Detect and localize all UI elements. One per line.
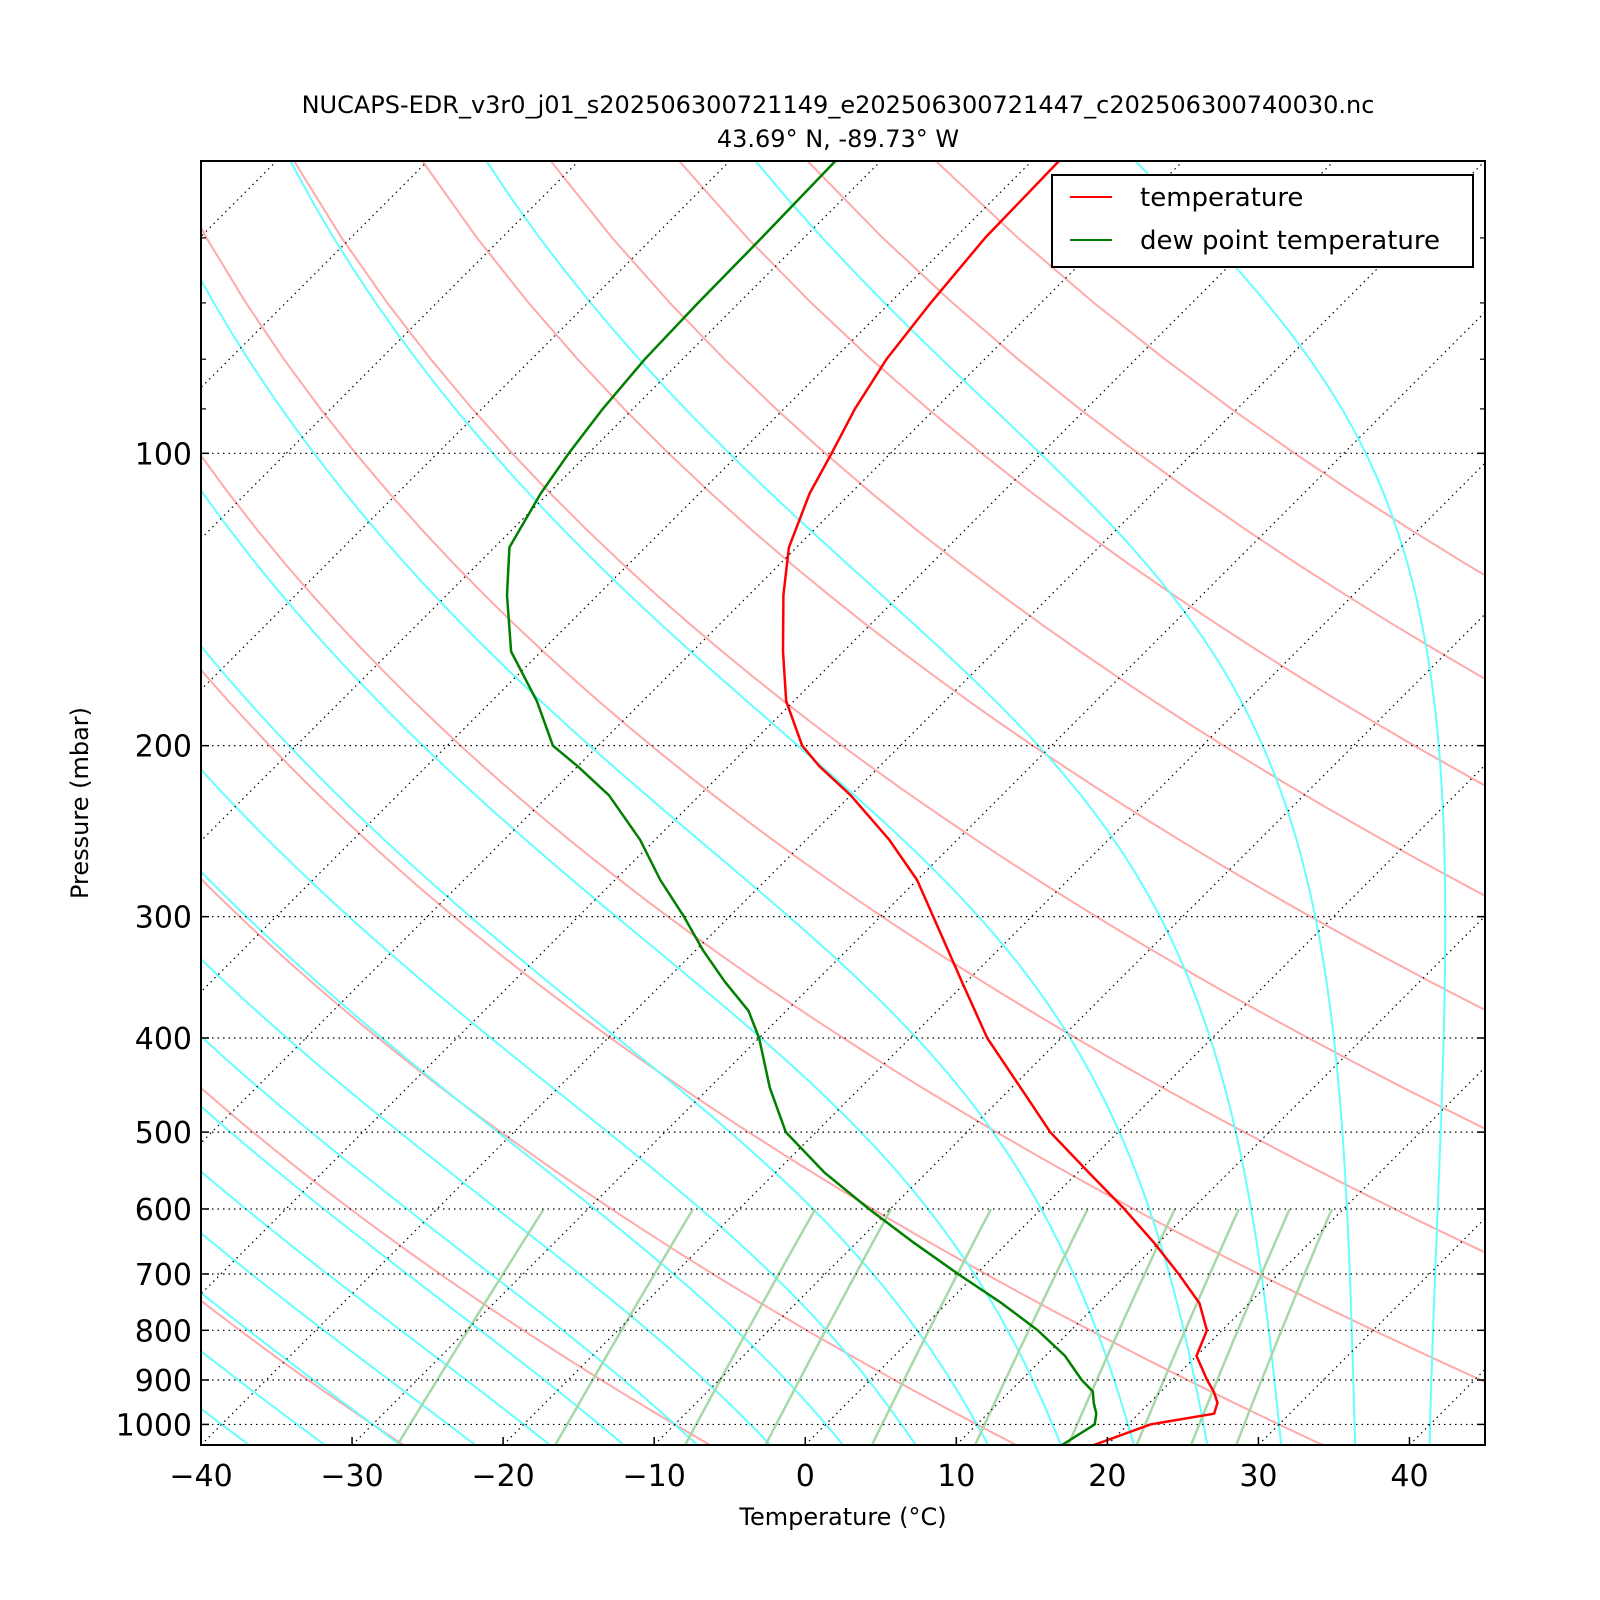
moist-adiabat: [201, 870, 844, 1445]
dry-adiabat: [935, 161, 1485, 577]
dry-adiabat: [201, 668, 1324, 1445]
y-tick-label: 400: [135, 1022, 192, 1057]
mixing-ratio-line: [1235, 1208, 1334, 1445]
x-tick-label: 20: [1088, 1459, 1126, 1494]
legend-box: [1051, 174, 1474, 268]
mixing-ratio-line: [973, 1208, 1089, 1445]
y-tick-label: 800: [135, 1314, 192, 1349]
y-tick-label: 900: [135, 1364, 192, 1399]
isotherm-gridline: [653, 613, 1485, 1445]
dry-adiabat: [549, 161, 1485, 897]
moist-adiabat: [201, 1291, 401, 1445]
isotherm-gridline: [201, 161, 580, 540]
x-tick-label: 0: [796, 1459, 815, 1494]
x-tick-label: −10: [623, 1459, 686, 1494]
dry-adiabat: [421, 161, 1485, 1012]
legend-label-temperature: temperature: [1140, 183, 1303, 213]
dry-adiabat: [201, 454, 1485, 1383]
mixing-ratio-line: [684, 1208, 817, 1445]
moist-adiabat: [201, 768, 917, 1445]
legend-label-dewpoint: dew point temperature: [1140, 226, 1440, 256]
isotherm-gridline: [1409, 1368, 1485, 1445]
mixing-ratio-line: [764, 1208, 893, 1445]
moist-adiabat: [201, 488, 1062, 1445]
moist-adiabat: [201, 1105, 625, 1445]
x-tick-label: 30: [1239, 1459, 1277, 1494]
isotherm-gridline: [201, 161, 1033, 993]
moist-adiabat: [201, 1349, 326, 1445]
moist-adiabat: [201, 957, 772, 1445]
temperature-line: [781, 161, 1219, 1445]
x-tick-label: −20: [471, 1459, 534, 1494]
background-lines: [201, 161, 1485, 1445]
mixing-ratio-line: [396, 1208, 545, 1445]
y-tick-label: 1000: [116, 1408, 192, 1443]
isotherm-gridline: [201, 161, 1485, 1445]
moist-adiabat: [201, 644, 990, 1445]
isotherm-gridline: [201, 161, 277, 238]
y-tick-label: 200: [135, 730, 192, 765]
y-tick-label: 500: [135, 1116, 192, 1151]
isotherm-gridline: [1106, 1066, 1485, 1445]
moist-adiabat: [289, 161, 1209, 1445]
moist-adiabat: [485, 161, 1283, 1445]
isotherm-gridline: [955, 915, 1485, 1445]
dry-adiabat: [201, 1299, 405, 1445]
isotherm-gridline: [1561, 161, 1600, 1445]
dry-adiabat: [678, 161, 1485, 787]
x-tick-label: −40: [169, 1459, 232, 1494]
isotherm-gridline: [201, 161, 429, 389]
isotherm-gridline: [0, 161, 126, 1445]
x-tick-label: 40: [1390, 1459, 1428, 1494]
isotherm-gridline: [201, 161, 731, 691]
moist-adiabat: [201, 277, 1135, 1445]
y-tick-label: 300: [135, 901, 192, 936]
legend: temperature dew point temperature: [1051, 174, 1474, 268]
moist-adiabat: [201, 1231, 477, 1445]
dewpoint-line: [505, 161, 1098, 1445]
isotherm-gridline: [351, 311, 1485, 1445]
dry-adiabat: [201, 877, 1017, 1445]
x-tick-label: 10: [937, 1459, 975, 1494]
mixing-ratio-line: [1189, 1208, 1291, 1445]
isotherm-gridline: [1257, 1217, 1485, 1445]
chart-title: NUCAPS-EDR_v3r0_j01_s202506300721149_e20…: [302, 91, 1375, 119]
x-tick-label: −30: [320, 1459, 383, 1494]
moist-adiabat: [201, 1407, 250, 1445]
mixing-ratio-line: [554, 1208, 695, 1445]
moist-adiabat: [1134, 161, 1447, 1445]
y-tick-label: 100: [135, 437, 192, 472]
isotherm-gridline: [201, 161, 1184, 1144]
chart-subtitle: 43.69° N, -89.73° W: [717, 125, 959, 153]
isotherm-gridline: [201, 161, 882, 842]
mixing-ratio-line: [870, 1208, 993, 1445]
y-tick-label: 700: [135, 1258, 192, 1293]
dry-adiabat: [201, 225, 1485, 1254]
mixing-ratio-line: [1067, 1208, 1177, 1445]
x-axis-label: Temperature (°C): [738, 1503, 946, 1531]
isotherm-gridline: [201, 161, 1335, 1295]
dry-adiabat: [201, 1086, 711, 1445]
gridlines: [0, 161, 1600, 1445]
dry-adiabat: [293, 161, 1485, 1130]
moist-adiabat: [201, 1035, 699, 1445]
y-axis-label: Pressure (mbar): [66, 707, 94, 899]
moist-adiabat: [754, 161, 1357, 1445]
y-tick-label: 600: [135, 1193, 192, 1228]
series-layer: [505, 161, 1219, 1445]
mixing-ratio-line: [1135, 1208, 1241, 1445]
isotherm-gridline: [804, 764, 1485, 1445]
axis-ticks: −40 −30 −20 −10 0 10 20 30 40 100 200 300 400 500 600 7…: [116, 160, 1485, 1494]
plot-frame: [200, 160, 1486, 1446]
isotherm-gridline: [502, 462, 1485, 1445]
